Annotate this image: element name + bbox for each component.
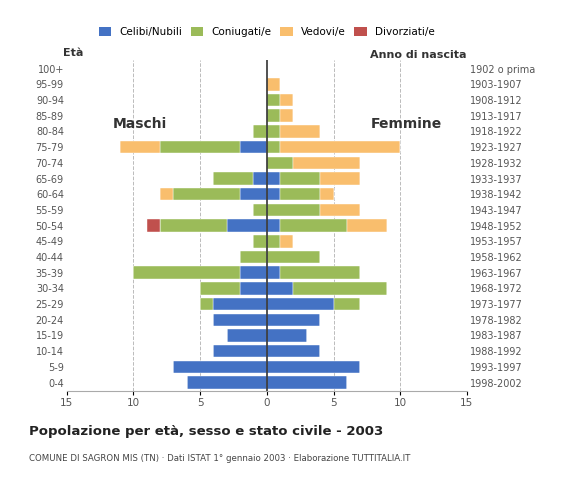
Bar (213, 313, 267, 326)
Bar (280, 266, 360, 279)
Bar (267, 345, 320, 358)
Bar (347, 219, 387, 232)
Bar (253, 204, 267, 216)
Bar (267, 376, 347, 389)
Bar (280, 125, 320, 138)
Bar (267, 219, 280, 232)
Text: Maschi: Maschi (113, 117, 167, 131)
Bar (173, 360, 267, 373)
Bar (320, 204, 360, 216)
Bar (267, 109, 280, 122)
Bar (240, 282, 267, 295)
Bar (293, 282, 387, 295)
Bar (160, 188, 173, 201)
Bar (147, 219, 160, 232)
Bar (227, 219, 267, 232)
Text: Popolazione per età, sesso e stato civile - 2003: Popolazione per età, sesso e stato civil… (29, 425, 383, 438)
Bar (280, 235, 293, 248)
Bar (267, 94, 280, 106)
Bar (227, 329, 267, 342)
Bar (240, 251, 267, 263)
Bar (280, 188, 320, 201)
Bar (200, 282, 240, 295)
Bar (213, 172, 253, 185)
Bar (280, 141, 400, 154)
Bar (200, 298, 213, 311)
Bar (187, 376, 267, 389)
Bar (160, 219, 227, 232)
Bar (280, 94, 293, 106)
Text: Età: Età (63, 48, 83, 58)
Bar (320, 172, 360, 185)
Legend: Celibi/Nubili, Coniugati/e, Vedovi/e, Divorziati/e: Celibi/Nubili, Coniugati/e, Vedovi/e, Di… (99, 27, 434, 37)
Bar (267, 235, 280, 248)
Bar (267, 360, 360, 373)
Bar (213, 298, 267, 311)
Bar (133, 266, 240, 279)
Text: COMUNE DI SAGRON MIS (TN) · Dati ISTAT 1° gennaio 2003 · Elaborazione TUTTITALIA: COMUNE DI SAGRON MIS (TN) · Dati ISTAT 1… (29, 454, 411, 463)
Bar (267, 172, 280, 185)
Bar (334, 298, 360, 311)
Bar (253, 125, 267, 138)
Bar (320, 188, 334, 201)
Bar (240, 188, 267, 201)
Bar (267, 313, 320, 326)
Bar (280, 219, 347, 232)
Text: Anno di nascita: Anno di nascita (371, 50, 467, 60)
Bar (293, 156, 360, 169)
Bar (280, 109, 293, 122)
Bar (267, 282, 293, 295)
Bar (253, 172, 267, 185)
Bar (120, 141, 160, 154)
Bar (267, 251, 320, 263)
Bar (280, 172, 320, 185)
Bar (267, 125, 280, 138)
Bar (267, 78, 280, 91)
Bar (267, 204, 320, 216)
Bar (173, 188, 240, 201)
Text: Femmine: Femmine (371, 117, 443, 131)
Bar (213, 345, 267, 358)
Bar (240, 266, 267, 279)
Bar (267, 266, 280, 279)
Bar (253, 235, 267, 248)
Bar (267, 298, 334, 311)
Bar (240, 141, 267, 154)
Bar (160, 141, 240, 154)
Bar (267, 156, 293, 169)
Bar (267, 141, 280, 154)
Bar (267, 188, 280, 201)
Bar (267, 329, 307, 342)
